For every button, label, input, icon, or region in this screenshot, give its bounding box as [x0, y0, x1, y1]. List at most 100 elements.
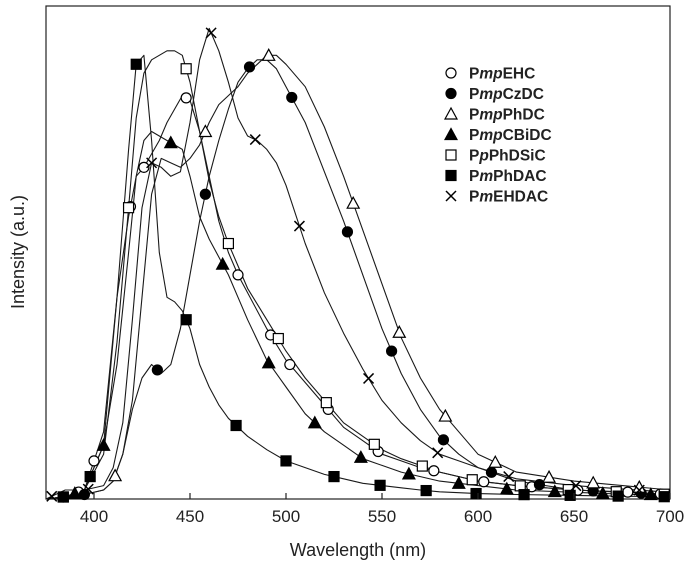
data-point-pmphdac	[130, 58, 142, 70]
data-point-ppphdsic	[466, 474, 478, 486]
data-point-pmpphdc	[392, 325, 407, 338]
legend-marker-pmpcbidc	[443, 127, 459, 141]
data-point-pmpczdc	[286, 91, 298, 104]
x-axis-label: Wavelength (nm)	[290, 540, 426, 560]
series-line-pmpehc	[45, 95, 671, 500]
data-point-pmpcbidc	[595, 486, 610, 499]
data-point-pmpphdc	[108, 468, 123, 482]
series-line-pmehdac	[45, 27, 671, 500]
legend: PmpEHC PmpCzDC PmpPhDC PmpCBiDC PpPhDSiC PmPh…	[443, 66, 552, 206]
series-curves	[45, 27, 671, 500]
data-point-pmpehc	[138, 161, 150, 173]
data-point-pmpczdc	[78, 488, 91, 501]
data-point-pmphdac	[230, 419, 242, 432]
data-point-pmpphdc	[586, 475, 601, 489]
x-tick-label: 650	[560, 507, 588, 526]
data-point-pmehdac	[432, 447, 444, 459]
data-point-pmpphdc	[542, 469, 557, 483]
data-point-pmphdac	[374, 479, 386, 491]
data-point-pmphdac	[280, 455, 292, 467]
data-point-pmehdac	[570, 480, 582, 492]
data-point-pmpphdc	[198, 124, 213, 138]
data-point-pmphdac	[180, 314, 192, 326]
series-line-pmpczdc	[45, 59, 671, 500]
data-point-pmphdac	[518, 489, 530, 501]
data-point-pmehdac	[363, 372, 375, 384]
data-point-ppphdsic	[416, 460, 428, 472]
data-point-pmphdac	[612, 490, 624, 502]
data-point-pmehdac	[633, 484, 645, 496]
x-tick-label: 700	[656, 507, 684, 526]
data-point-pmpcbidc	[261, 355, 276, 369]
data-point-pmpehc	[428, 465, 440, 477]
data-point-pmpczdc	[386, 345, 398, 357]
data-point-pmpphdc	[261, 48, 276, 61]
data-point-pmpczdc	[151, 364, 163, 376]
legend-label-pmphdac: PmPhDAC	[469, 168, 547, 185]
data-point-pmpehc	[284, 358, 296, 371]
data-point-pmphdac	[420, 484, 432, 497]
series-line-pmpcbidc	[45, 130, 670, 500]
data-point-pmpphdc	[488, 454, 503, 468]
x-axis-ticks: 400 450 500 550 600 650 700	[80, 493, 684, 526]
legend-marker-pmpphdc	[443, 106, 459, 120]
data-point-pmpcbidc	[96, 437, 111, 451]
legend-label-ppphdsic: PpPhDSiC	[469, 148, 546, 165]
data-point-pmpcbidc	[307, 415, 322, 429]
data-point-pmpczdc	[199, 188, 211, 200]
data-point-pmehdac	[503, 471, 515, 483]
x-tick-label: 400	[80, 507, 108, 526]
data-point-pmpcbidc	[401, 466, 416, 480]
data-point-pmpehc	[232, 269, 244, 281]
x-tick-label: 600	[464, 507, 492, 526]
data-point-pmpczdc	[485, 466, 498, 478]
data-point-pmpcbidc	[451, 476, 466, 489]
legend-marker-pmehdac	[445, 190, 457, 202]
data-point-pmpczdc	[533, 479, 546, 491]
x-tick-label: 450	[176, 507, 204, 526]
data-point-ppphdsic	[272, 332, 284, 345]
x-tick-label: 550	[368, 507, 396, 526]
plot-frame	[45, 5, 671, 500]
legend-marker-pmpczdc	[445, 87, 457, 100]
series-line-pmpphdc	[45, 54, 671, 500]
legend-label-pmpehc: PmpEHC	[469, 66, 535, 83]
data-point-ppphdsic	[222, 237, 234, 250]
legend-label-pmpphdc: PmpPhDC	[469, 107, 545, 124]
legend-label-pmpczdc: PmpCzDC	[469, 86, 544, 103]
data-point-pmpcbidc	[643, 487, 658, 501]
data-point-pmehdac	[46, 490, 58, 502]
data-point-pmpcbidc	[163, 135, 178, 149]
data-point-pmphdac	[57, 491, 69, 503]
legend-label-pmehdac: PmEHDAC	[469, 189, 548, 206]
series-markers	[46, 27, 670, 503]
data-point-pmpcbidc	[353, 450, 368, 463]
legend-marker-ppphdsic	[445, 149, 457, 161]
data-point-ppphdsic	[320, 397, 332, 409]
legend-marker-pmpehc	[445, 67, 457, 79]
legend-label-pmpcbidc: PmpCBiDC	[469, 127, 552, 144]
data-point-pmpehc	[180, 92, 192, 104]
data-point-ppphdsic	[180, 63, 192, 75]
data-point-pmpczdc	[437, 434, 450, 446]
y-axis-label: Intensity (a.u.)	[8, 195, 28, 309]
data-point-pmphdac	[328, 470, 340, 483]
data-point-pmehdac	[146, 157, 158, 169]
data-point-pmpczdc	[341, 226, 354, 238]
data-point-pmpphdc	[438, 408, 453, 422]
data-point-pmpehc	[88, 455, 100, 467]
data-point-pmehdac	[82, 483, 94, 495]
data-point-pmpcbidc	[499, 481, 514, 495]
data-point-pmpphdc	[346, 195, 361, 209]
data-point-pmphdac	[84, 470, 96, 483]
data-point-pmpcbidc	[215, 256, 230, 270]
data-point-pmphdac	[564, 489, 576, 501]
data-point-pmehdac	[293, 220, 305, 232]
data-point-pmehdac	[205, 27, 217, 39]
data-point-pmphdac	[470, 487, 482, 500]
data-point-pmpehc	[478, 476, 490, 488]
data-point-pmehdac	[249, 134, 261, 146]
series-line-ppphdsic	[45, 50, 671, 500]
data-point-pmpehc	[622, 486, 634, 498]
